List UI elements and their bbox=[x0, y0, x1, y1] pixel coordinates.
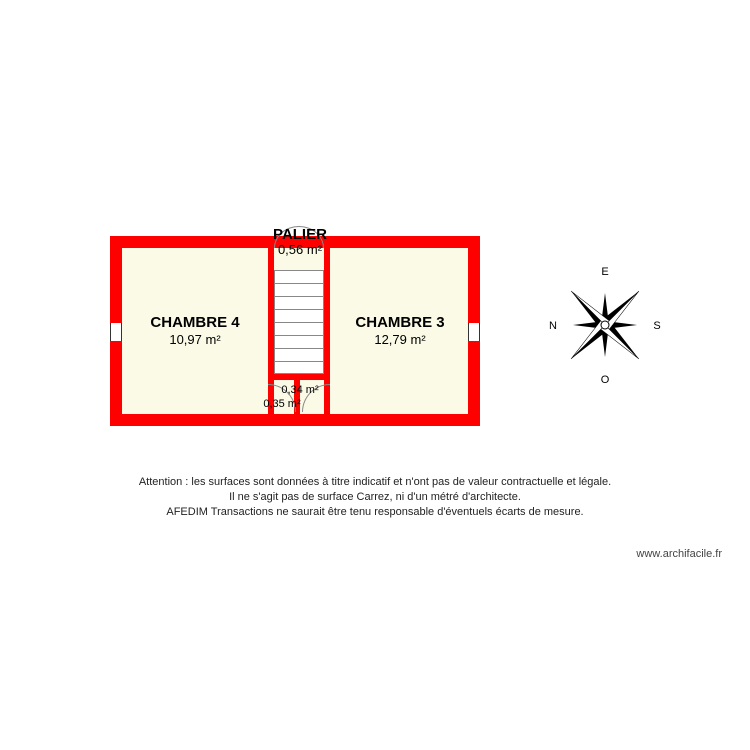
disclaimer-line: Attention : les surfaces sont données à … bbox=[90, 475, 660, 490]
small-top-area: 0,34 m² bbox=[268, 384, 332, 396]
compass-s: S bbox=[653, 320, 660, 332]
disclaimer-line: Il ne s'agit pas de surface Carrez, ni d… bbox=[90, 490, 660, 505]
compass-e: E bbox=[601, 266, 608, 278]
palier-label: PALIER bbox=[260, 226, 340, 243]
chambre3-label: CHAMBRE 3 bbox=[340, 314, 460, 331]
stairs bbox=[274, 270, 324, 374]
compass-n: N bbox=[549, 320, 557, 332]
small-bottom-area: 0,35 m² bbox=[250, 398, 314, 410]
compass-icon: E S O N bbox=[545, 265, 665, 385]
watermark-link[interactable]: www.archifacile.fr bbox=[636, 548, 722, 560]
chambre4-area: 10,97 m² bbox=[135, 332, 255, 347]
window-icon bbox=[110, 323, 122, 341]
window-icon bbox=[468, 323, 480, 341]
floor-plan: PALIER 0,56 m² CHAMBRE 4 10,97 m² CHAMBR… bbox=[110, 236, 480, 426]
palier-area: 0,56 m² bbox=[260, 242, 340, 257]
compass-o: O bbox=[601, 374, 610, 385]
disclaimer-line: AFEDIM Transactions ne saurait être tenu… bbox=[90, 505, 660, 520]
chambre3-area: 12,79 m² bbox=[340, 332, 460, 347]
disclaimer: Attention : les surfaces sont données à … bbox=[90, 475, 660, 520]
chambre4-label: CHAMBRE 4 bbox=[135, 314, 255, 331]
